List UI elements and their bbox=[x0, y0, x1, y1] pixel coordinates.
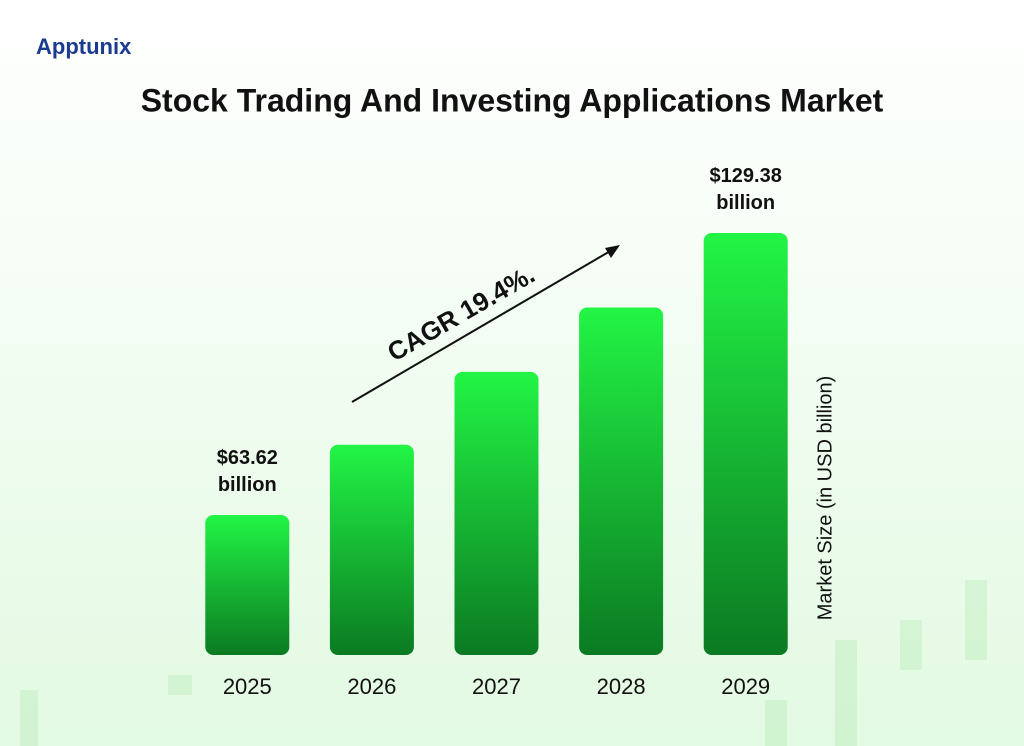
bar bbox=[579, 307, 664, 655]
bar bbox=[205, 515, 290, 655]
bar bbox=[454, 371, 539, 655]
annotation: CAGR 19.4%. bbox=[382, 259, 540, 367]
cagr-arrowhead bbox=[605, 245, 620, 258]
value-label: $129.38 billion bbox=[709, 164, 782, 214]
bar bbox=[329, 444, 414, 655]
y-axis-label: Market Size (in USD billion) bbox=[814, 376, 836, 621]
x-tick-label: 2026 bbox=[347, 674, 396, 699]
x-tick-label: 2029 bbox=[721, 674, 770, 699]
x-tick-label: 2025 bbox=[223, 674, 272, 699]
background-decoration bbox=[20, 580, 987, 746]
logo: Apptunix bbox=[36, 34, 132, 59]
chart-title: Stock Trading And Investing Applications… bbox=[141, 82, 884, 118]
x-tick-label: 2027 bbox=[472, 674, 521, 699]
cagr-arrow bbox=[351, 249, 613, 403]
value-label: $63.62 billion bbox=[216, 447, 278, 497]
bar bbox=[703, 232, 788, 655]
x-tick-label: 2028 bbox=[597, 674, 646, 699]
